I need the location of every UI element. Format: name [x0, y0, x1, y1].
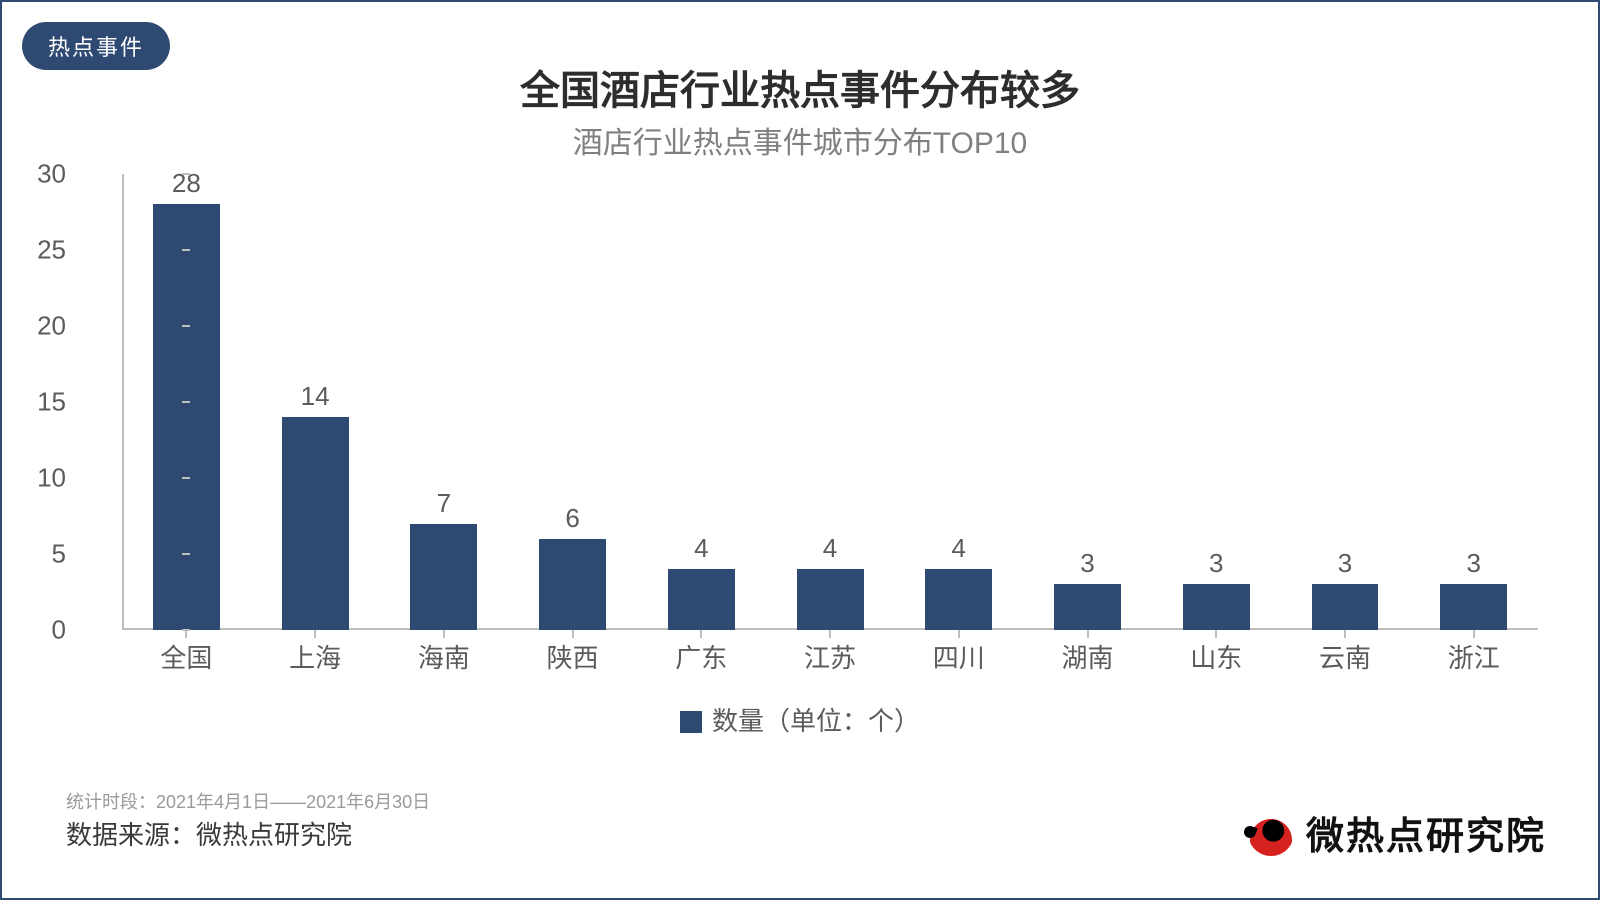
x-tick-label: 陕西 [508, 630, 637, 678]
plot-area: 2814764443333 [122, 174, 1538, 630]
y-tick-mark [182, 553, 190, 555]
bar-slot: 4 [637, 174, 766, 630]
y-tick-mark [182, 401, 190, 403]
x-axis-labels: 全国上海海南陕西广东江苏四川湖南山东云南浙江 [122, 630, 1538, 678]
bar: 14 [282, 417, 349, 630]
legend: 数量（单位：个） [2, 701, 1598, 738]
y-axis: 051015202530 [62, 174, 122, 630]
bar-value-label: 4 [823, 533, 837, 564]
y-tick-mark [182, 249, 190, 251]
x-tick-label: 海南 [379, 630, 508, 678]
brand-text: 微热点研究院 [1306, 805, 1546, 860]
bar-value-label: 6 [565, 503, 579, 534]
legend-swatch [680, 711, 702, 733]
bar-slot: 3 [1281, 174, 1410, 630]
x-tick-label: 全国 [122, 630, 251, 678]
bar-value-label: 4 [694, 533, 708, 564]
y-tick-label: 15 [6, 387, 66, 418]
bar-slot: 3 [1409, 174, 1538, 630]
x-tick-label: 山东 [1152, 630, 1281, 678]
y-tick-mark [182, 325, 190, 327]
x-tick-label: 浙江 [1409, 630, 1538, 678]
y-tick-mark [182, 477, 190, 479]
bar-value-label: 7 [437, 488, 451, 519]
data-source: 数据来源：微热点研究院 [66, 815, 352, 852]
x-tick-label: 广东 [637, 630, 766, 678]
subtitle: 酒店行业热点事件城市分布TOP10 [2, 118, 1598, 162]
y-tick-label: 30 [6, 159, 66, 190]
bar: 3 [1054, 584, 1121, 630]
bar-slot: 4 [894, 174, 1023, 630]
x-tick-label: 湖南 [1023, 630, 1152, 678]
bar: 4 [668, 569, 735, 630]
bar-value-label: 3 [1080, 548, 1094, 579]
bar: 3 [1312, 584, 1379, 630]
bar: 4 [925, 569, 992, 630]
y-tick-label: 25 [6, 235, 66, 266]
bar: 6 [539, 539, 606, 630]
y-tick-label: 5 [6, 539, 66, 570]
bar-slot: 6 [508, 174, 637, 630]
bar-slot: 3 [1023, 174, 1152, 630]
bar: 7 [410, 524, 477, 630]
bar-value-label: 14 [301, 381, 330, 412]
brand-eye-icon [1248, 810, 1294, 856]
date-range-footnote: 统计时段：2021年4月1日——2021年6月30日 [66, 788, 430, 814]
x-tick-label: 江苏 [766, 630, 895, 678]
bar-value-label: 3 [1338, 548, 1352, 579]
bar-slot: 4 [766, 174, 895, 630]
y-tick-label: 20 [6, 311, 66, 342]
bar-value-label: 3 [1466, 548, 1480, 579]
bar-chart: 051015202530 2814764443333 全国上海海南陕西广东江苏四… [62, 174, 1538, 678]
bar-value-label: 4 [952, 533, 966, 564]
x-tick-label: 四川 [894, 630, 1023, 678]
bar-slot: 7 [379, 174, 508, 630]
main-title: 全国酒店行业热点事件分布较多 [2, 58, 1598, 116]
y-tick-label: 10 [6, 463, 66, 494]
bar-slot: 14 [251, 174, 380, 630]
x-tick-label: 上海 [251, 630, 380, 678]
bar: 4 [797, 569, 864, 630]
slide-frame: 热点事件 全国酒店行业热点事件分布较多 酒店行业热点事件城市分布TOP10 05… [0, 0, 1600, 900]
bar-value-label: 3 [1209, 548, 1223, 579]
y-tick-mark [182, 173, 190, 175]
bar-slot: 3 [1152, 174, 1281, 630]
x-tick-label: 云南 [1281, 630, 1410, 678]
bar: 3 [1183, 584, 1250, 630]
y-tick-label: 0 [6, 615, 66, 646]
bars-container: 2814764443333 [122, 174, 1538, 630]
bar: 28 [153, 204, 220, 630]
bar: 3 [1440, 584, 1507, 630]
brand: 微热点研究院 [1248, 805, 1546, 860]
legend-label: 数量（单位：个） [712, 706, 920, 736]
